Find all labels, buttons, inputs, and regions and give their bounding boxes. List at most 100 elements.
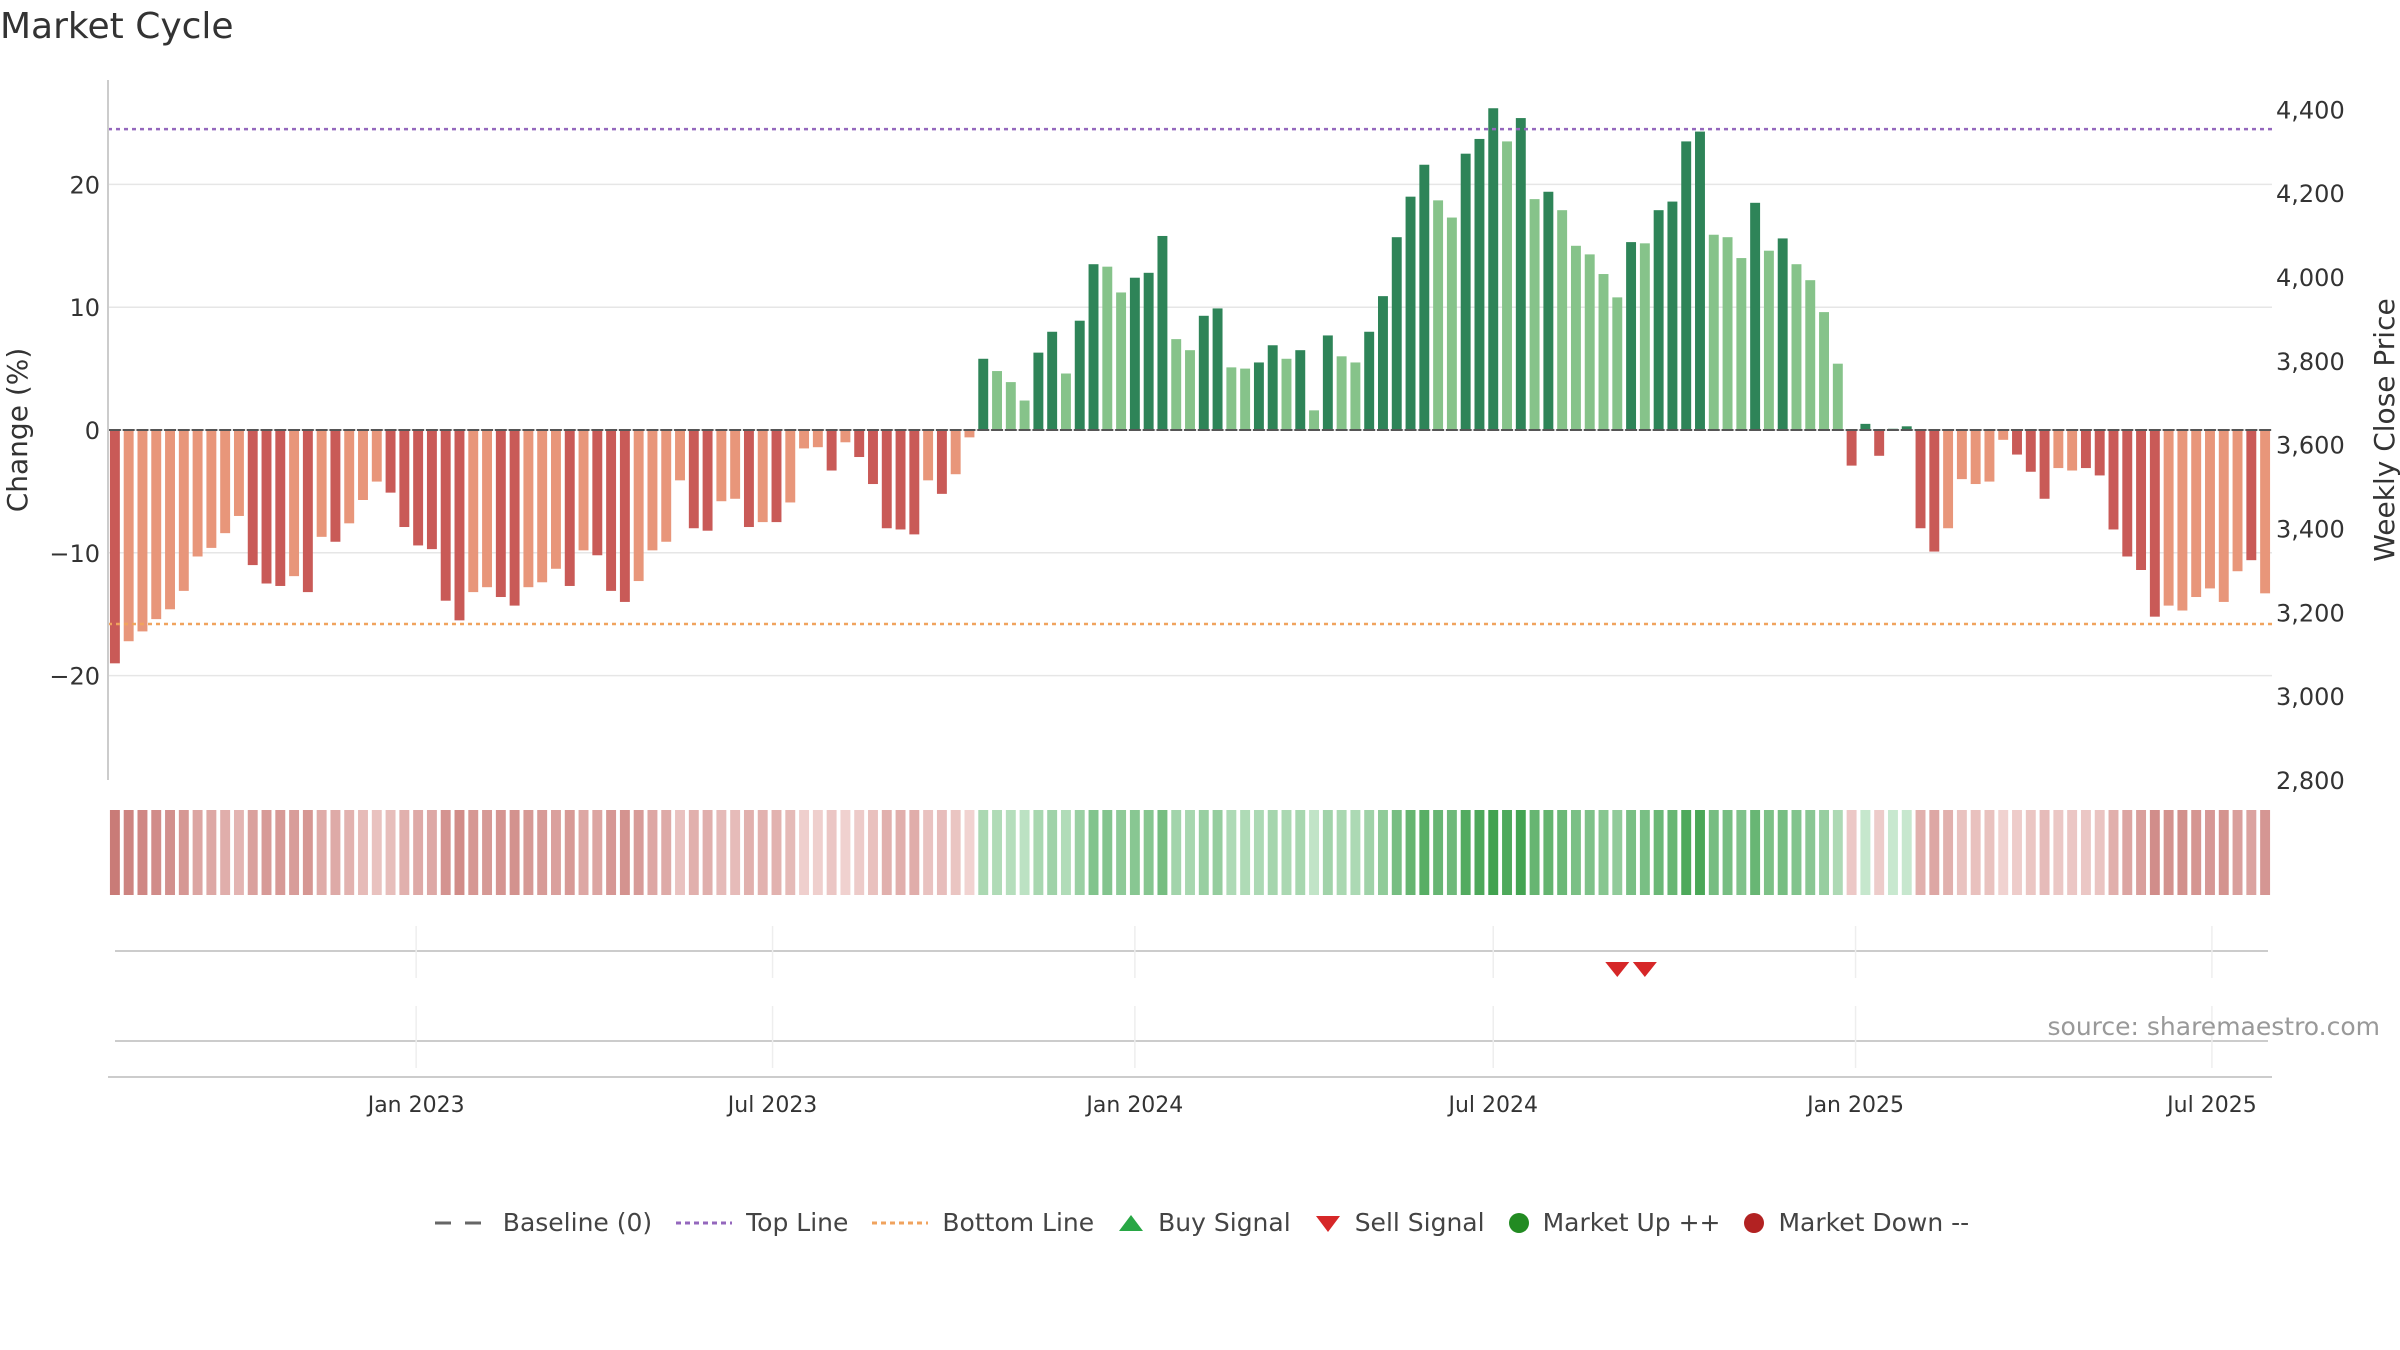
heat-cell [2053, 810, 2064, 895]
heat-cell [2122, 810, 2133, 895]
bar [2191, 430, 2202, 598]
bar [1309, 410, 1320, 430]
legend-market-down[interactable]: Market Down -- [1742, 1208, 1969, 1237]
heat-cell [1488, 810, 1499, 895]
heat-cell [592, 810, 603, 895]
legend-market-up[interactable]: Market Up ++ [1507, 1208, 1720, 1237]
bar [1667, 201, 1678, 430]
bar [868, 430, 878, 485]
heat-cell [923, 810, 934, 895]
heat-cell [1157, 810, 1168, 895]
y-left-tick-label: −10 [49, 540, 100, 568]
heat-cell [1281, 810, 1292, 895]
bar [716, 430, 727, 502]
heat-cell [2108, 810, 2119, 895]
x-tick-label: Jul 2025 [2165, 1093, 2257, 1118]
bar [1998, 430, 2009, 440]
heat-cell [206, 810, 217, 895]
heat-cell [606, 810, 617, 895]
bar [923, 430, 934, 481]
heat-cell [1874, 810, 1885, 895]
bar [1102, 266, 1113, 430]
heat-cell [757, 810, 768, 895]
bar [702, 430, 713, 531]
bar [2039, 430, 2050, 499]
heat-cell [1019, 810, 1030, 895]
x-axis: Jan 2023 Jul 2023 Jan 2024 Jul 2024 Jan 2025… [108, 1076, 2272, 1118]
heat-cell [1253, 810, 1264, 895]
heat-cell [868, 810, 878, 895]
bar [688, 430, 699, 529]
heat-cell [1364, 810, 1375, 895]
bar [1405, 196, 1416, 430]
heat-cell [1143, 810, 1154, 895]
heat-cell [2177, 810, 2188, 895]
legend-baseline[interactable]: Baseline (0) [431, 1208, 652, 1237]
bar [1681, 141, 1692, 430]
heat-cell [619, 810, 630, 895]
heat-cell [1929, 810, 1940, 895]
bars [109, 108, 2271, 664]
bar [578, 430, 589, 551]
heat-cell [1433, 810, 1444, 895]
bar [1198, 315, 1209, 430]
bar [302, 430, 313, 593]
heat-cell [2094, 810, 2105, 895]
bar [2108, 430, 2119, 530]
legend-buy[interactable]: Buy Signal [1116, 1208, 1291, 1237]
bar [785, 430, 796, 503]
heat-cell [1529, 810, 1540, 895]
y-right-tick-label: 2,800 [2276, 767, 2345, 795]
heat-cell [2163, 810, 2174, 895]
heat-cell [2232, 810, 2243, 895]
bar [799, 430, 810, 449]
heat-cell [1295, 810, 1306, 895]
y-left-axis-label: Change (%) [1, 348, 34, 513]
heat-cell [2149, 810, 2160, 895]
bar [2260, 430, 2271, 594]
heat-cell [1267, 810, 1278, 895]
legend-top-line[interactable]: Top Line [674, 1208, 848, 1237]
y-right-axis-label: Weekly Close Price [2368, 298, 2400, 561]
bar [661, 430, 672, 542]
bar [1722, 237, 1733, 430]
heat-cell [716, 810, 727, 895]
axes: −20 −10 0 10 20 2,800 3,000 3,200 3,400 3,600 3,80… [1, 80, 2400, 795]
bar [964, 430, 975, 438]
heat-cell [316, 810, 327, 895]
heat-cell [881, 810, 892, 895]
bar [1116, 292, 1127, 430]
legend-bottom-line[interactable]: Bottom Line [870, 1208, 1094, 1237]
bar [1777, 238, 1788, 430]
heat-cell [1102, 810, 1113, 895]
heat-cell [468, 810, 479, 895]
legend-top-line-label: Top Line [746, 1208, 849, 1237]
heat-cell [1226, 810, 1237, 895]
y-left-tick-label: −20 [49, 663, 100, 691]
heat-cell [1446, 810, 1457, 895]
bar [1653, 210, 1664, 430]
bar [812, 430, 823, 448]
heat-cell [1791, 810, 1802, 895]
heat-cell [344, 810, 355, 895]
heat-cell [1515, 810, 1526, 895]
heat-cell [550, 810, 561, 895]
bar [1763, 250, 1774, 430]
bar [2094, 430, 2105, 476]
heat-cell [289, 810, 300, 895]
legend-sell[interactable]: Sell Signal [1313, 1208, 1485, 1237]
bar [1074, 320, 1085, 430]
bar [2163, 430, 2174, 606]
heat-cell [1405, 810, 1416, 895]
heat-cell [1887, 810, 1898, 895]
market-down-dot-icon [1744, 1212, 1765, 1233]
heat-cell [358, 810, 368, 895]
bar [1474, 138, 1485, 430]
bar [537, 430, 548, 583]
bar [1295, 350, 1306, 430]
heat-cell [1626, 810, 1637, 895]
bar [1901, 426, 1912, 430]
heat-cell [1033, 810, 1044, 895]
bar [275, 430, 286, 586]
bar [1433, 200, 1444, 430]
